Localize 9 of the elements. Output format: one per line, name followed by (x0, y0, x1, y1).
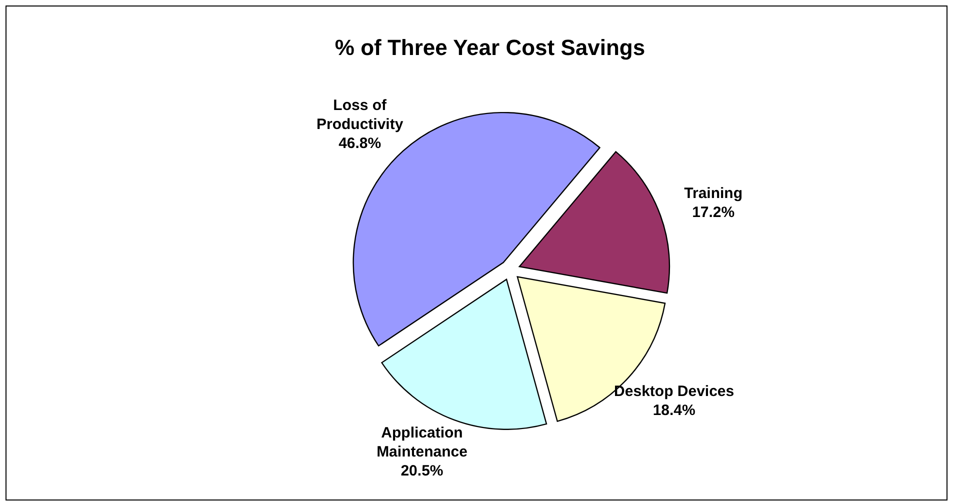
slice-label: Application Maintenance (376, 424, 468, 461)
slice-label: Desktop Devices (614, 382, 734, 400)
data-label: 46.8% (338, 134, 382, 152)
slice-label: Training (684, 185, 743, 202)
chart-title: % of Three Year Cost Savings (334, 35, 646, 60)
slice-label: Loss of Productivity (316, 96, 404, 133)
data-label: 20.5% (400, 462, 444, 480)
data-label: 17.2% (692, 204, 735, 222)
data-label: 18.4% (652, 402, 696, 419)
